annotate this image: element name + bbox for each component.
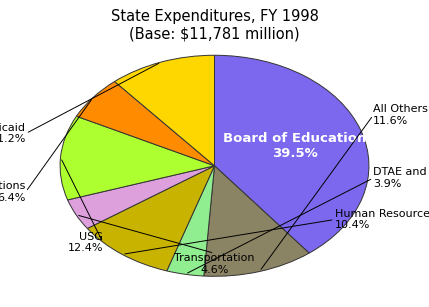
Text: USG
12.4%: USG 12.4%	[67, 232, 103, 253]
Wedge shape	[115, 55, 214, 166]
Wedge shape	[88, 166, 214, 271]
Text: Transportation
4.6%: Transportation 4.6%	[174, 253, 255, 275]
Wedge shape	[76, 82, 214, 166]
Wedge shape	[60, 116, 214, 200]
Text: Human Resources
10.4%: Human Resources 10.4%	[335, 209, 429, 230]
Wedge shape	[204, 166, 309, 276]
Text: All Others
11.6%: All Others 11.6%	[373, 104, 428, 126]
Wedge shape	[68, 166, 214, 228]
Wedge shape	[214, 55, 369, 253]
Text: Medicaid
11.2%: Medicaid 11.2%	[0, 123, 26, 144]
Text: DTAE and Other Ed.
3.9%: DTAE and Other Ed. 3.9%	[373, 167, 429, 189]
Text: State Expenditures, FY 1998
(Base: $11,781 million): State Expenditures, FY 1998 (Base: $11,7…	[111, 9, 318, 42]
Text: Corrections
6.4%: Corrections 6.4%	[0, 181, 26, 203]
Wedge shape	[167, 166, 214, 276]
Text: Board of Education
39.5%: Board of Education 39.5%	[223, 132, 366, 160]
